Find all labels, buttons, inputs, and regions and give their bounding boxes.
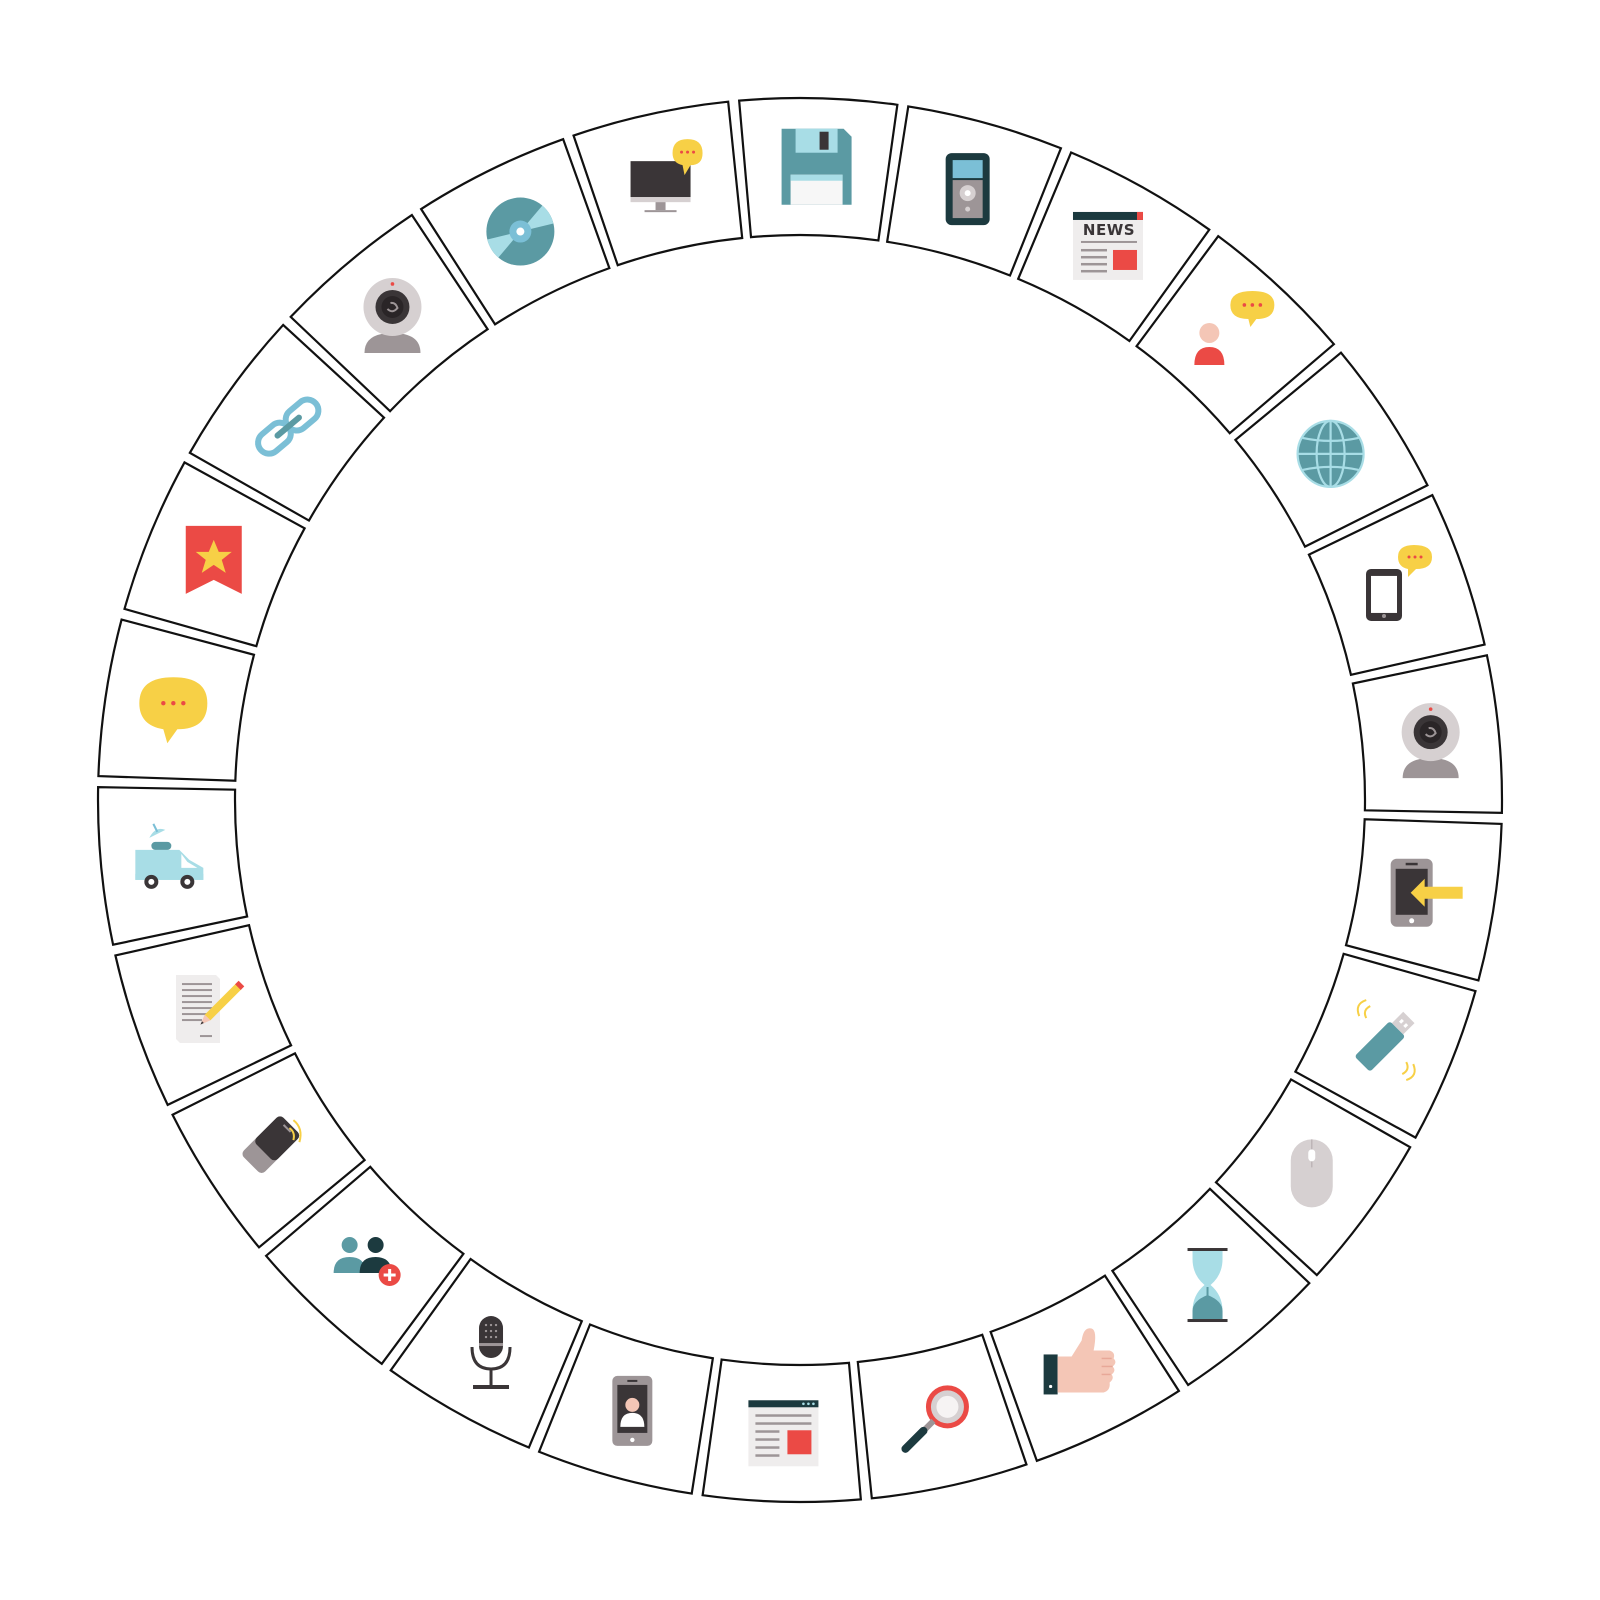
phone-vibrating-icon bbox=[242, 1116, 302, 1174]
add-user-icon bbox=[333, 1237, 401, 1287]
ring-segment bbox=[1135, 234, 1336, 435]
phone-contact-icon bbox=[612, 1375, 653, 1446]
magnifier-icon bbox=[901, 1385, 969, 1453]
bookmark-star-icon bbox=[185, 525, 242, 594]
hourglass-icon bbox=[1187, 1248, 1228, 1323]
monitor-chat-icon bbox=[630, 139, 703, 213]
webcam-icon bbox=[1401, 703, 1460, 779]
newspaper-icon: NEWS bbox=[1072, 211, 1143, 280]
floppy-disk-icon bbox=[781, 128, 852, 205]
speech-bubble-icon bbox=[139, 677, 208, 744]
chain-link-icon bbox=[255, 396, 322, 457]
computer-mouse-icon bbox=[1290, 1139, 1333, 1208]
webcam-icon bbox=[363, 277, 422, 353]
tablet-chat-icon bbox=[1366, 544, 1433, 621]
phone-incoming-icon bbox=[1390, 858, 1463, 927]
thumbs-up-icon bbox=[1043, 1328, 1116, 1395]
microphone-icon bbox=[470, 1316, 512, 1390]
ring-icons: NEWS bbox=[135, 128, 1463, 1467]
document-edit-icon bbox=[175, 975, 245, 1044]
user-chat-icon bbox=[1194, 290, 1275, 365]
web-page-icon bbox=[748, 1400, 819, 1467]
globe-icon bbox=[1296, 419, 1365, 488]
cd-disc-icon bbox=[486, 197, 555, 266]
broadcast-van-icon bbox=[135, 823, 204, 889]
voice-recorder-icon bbox=[945, 153, 990, 226]
ring-segments bbox=[96, 96, 1504, 1504]
svg-text:NEWS: NEWS bbox=[1083, 221, 1135, 239]
